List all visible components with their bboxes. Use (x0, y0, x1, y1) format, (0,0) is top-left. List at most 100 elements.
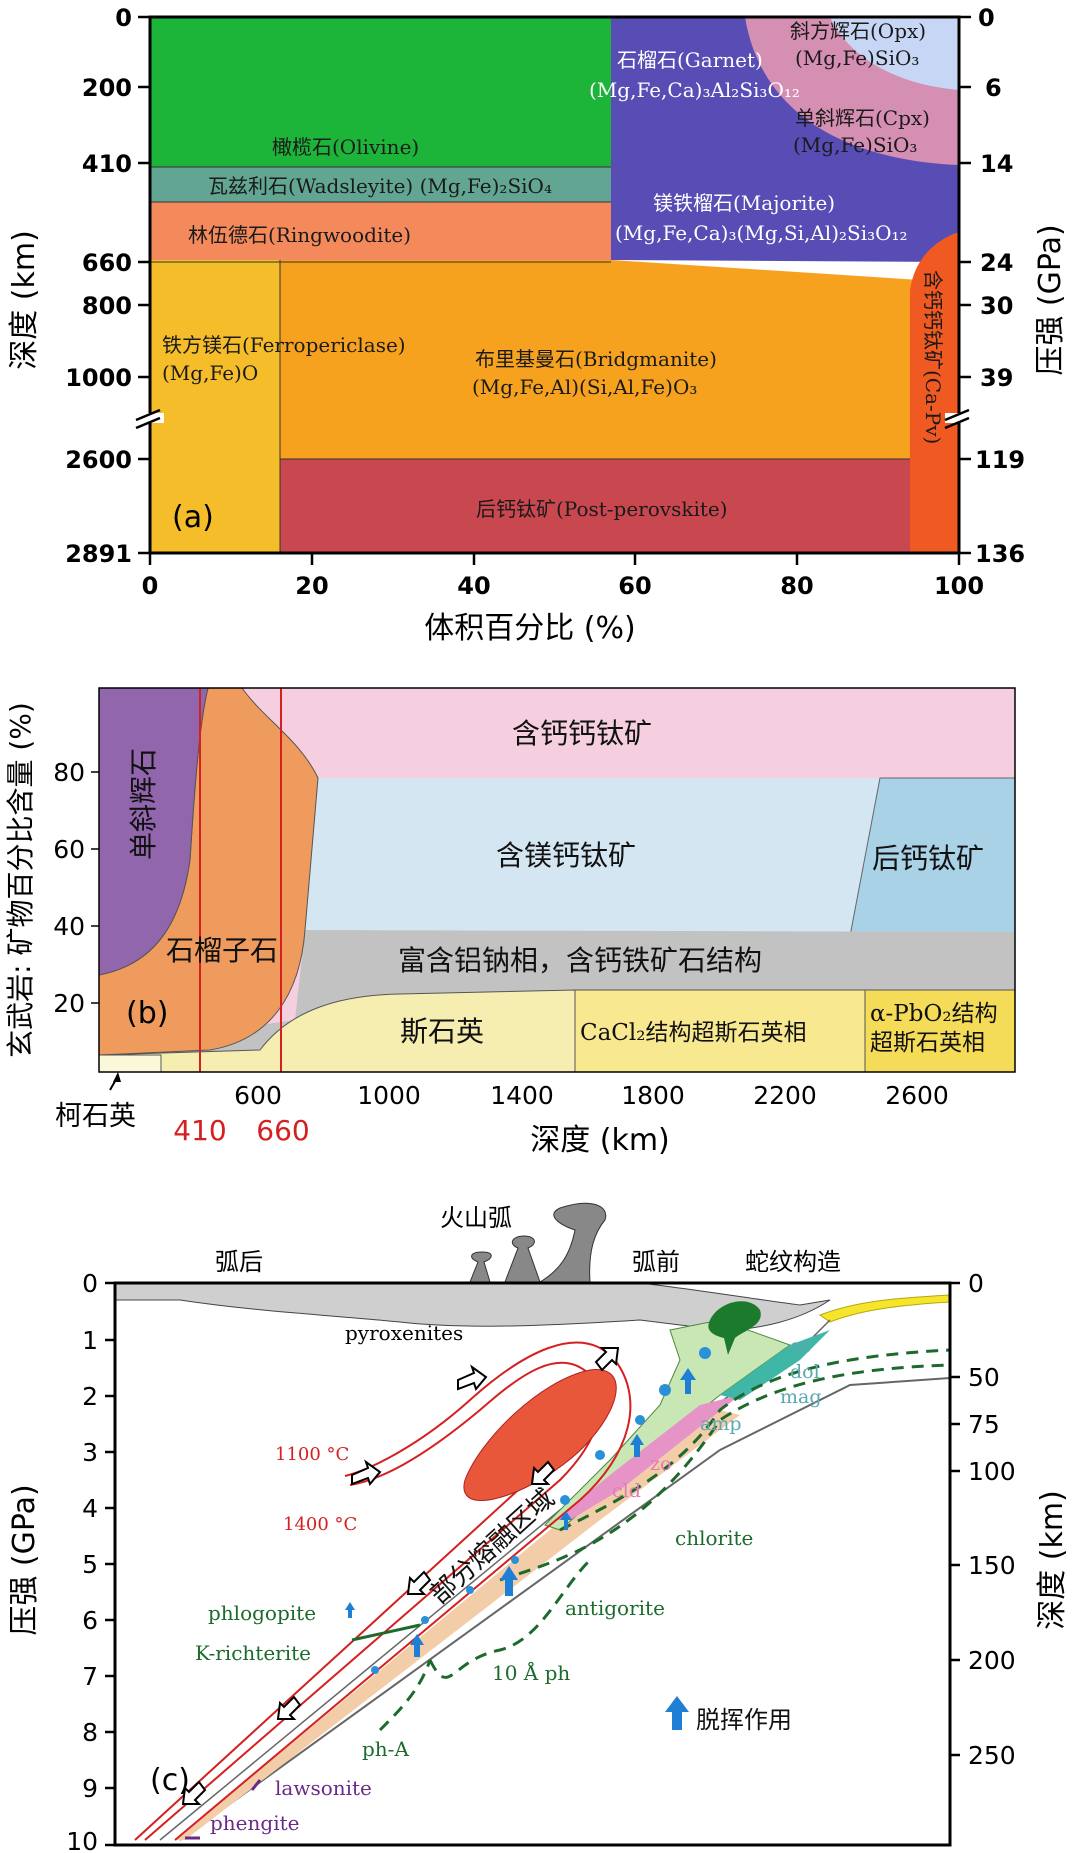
pressure-tick: 4 (82, 1494, 98, 1523)
depth-tick: 75 (968, 1410, 1000, 1439)
cc-label: cc (790, 1335, 811, 1357)
panel-a-tag: (a) (172, 500, 214, 535)
mag-label: mag (780, 1386, 822, 1408)
pressure-tick: 5 (82, 1550, 98, 1579)
cpx-label: 单斜辉石(Cpx) (795, 106, 930, 130)
phengite-label: phengite (210, 1811, 299, 1835)
panel-b-frame (98, 687, 1016, 1073)
depth-tick: 0 (115, 4, 132, 32)
stishovite-region (98, 989, 576, 1073)
panel-b-y-label: 玄武岩: 矿物百分比含量 (%) (4, 702, 37, 1058)
pyroxenites-label: pyroxenites (345, 1321, 463, 1345)
panel-c: pyroxenites 1100 °C 1400 °C 部分熔融区域 phlog… (7, 1202, 1070, 1853)
cpx-label: 单斜辉石 (127, 748, 160, 860)
green-plume (708, 1301, 761, 1355)
volcanic-arc-label: 火山弧 (440, 1204, 512, 1232)
ca-pv-region (910, 232, 959, 553)
x-tick: 80 (780, 572, 813, 600)
ca-pv-label: 含钙钙钛矿(Ca-Pv) (921, 270, 945, 444)
depth-tick: 50 (968, 1363, 1000, 1392)
x-tick: 2200 (753, 1081, 817, 1110)
t1400-label: 1400 °C (283, 1514, 357, 1535)
pink-zone (555, 1395, 740, 1520)
depth-tick: 200 (968, 1646, 1016, 1675)
slab-crust (175, 1410, 740, 1840)
ferropericlase-region (150, 260, 280, 553)
pressure-tick: 10 (66, 1827, 98, 1853)
ca-pv-label: 含钙钙钛矿 (512, 717, 652, 750)
marker-410-label: 410 (173, 1114, 226, 1147)
x-tick: 0 (142, 572, 159, 600)
panel-a-x-label: 体积百分比 (%) (424, 611, 635, 646)
depth-tick: 250 (968, 1741, 1016, 1770)
pressure-tick: 2 (82, 1382, 98, 1411)
lawsonite-label: lawsonite (275, 1776, 372, 1800)
wadsleyite-label: 瓦兹利石(Wadsleyite) (Mg,Fe)₂SiO₄ (208, 174, 552, 198)
depth-tick: 800 (82, 292, 132, 320)
flow-arrow-icon (276, 1695, 302, 1720)
volcano-mid (504, 1235, 541, 1283)
antigorite-label: antigorite (565, 1596, 665, 1620)
al-phase-label: 富含铝钠相，含钙铁矿石结构 (398, 944, 762, 977)
post-perovskite-region (280, 459, 910, 553)
pressure-tick: 7 (82, 1662, 98, 1691)
flow-arrow-icon (406, 1570, 432, 1595)
depth-tick: 2891 (65, 540, 132, 568)
pressure-tick: 9 (82, 1774, 98, 1803)
pressure-tick: 3 (82, 1438, 98, 1467)
flow-arrow-icon (457, 1364, 488, 1392)
garnet-label: 石榴石(Garnet) (617, 48, 763, 72)
forearc-label: 弧前 (632, 1248, 680, 1276)
pressure-tick: 39 (980, 364, 1013, 392)
ph10-line (428, 1558, 592, 1679)
coesite-label: 柯石英 (55, 1101, 136, 1132)
depth-tick: 150 (968, 1551, 1016, 1580)
x-tick: 2600 (885, 1081, 949, 1110)
ferropericlase-label: 铁方镁石(Ferropericlase) (162, 333, 406, 357)
panel-b-tag: (b) (126, 996, 168, 1031)
t1100-label: 1100 °C (275, 1444, 349, 1465)
coesite-region (98, 1054, 162, 1073)
isotherm-1400 (174, 1341, 632, 1841)
teal-zone (720, 1330, 830, 1400)
bridgmanite-region (280, 260, 920, 459)
sediment (818, 1294, 951, 1323)
ferropericlase-formula: (Mg,Fe)O (162, 361, 258, 385)
x-tick: 20 (295, 572, 328, 600)
post-pv-label: 后钙钛矿 (872, 842, 984, 875)
pressure-tick: 6 (82, 1606, 98, 1635)
depth-tick: 200 (82, 74, 132, 102)
slab-lower (179, 1377, 951, 1841)
majorite-formula: (Mg,Fe,Ca)₃(Mg,Si,Al)₂Si₃O₁₂ (615, 221, 908, 245)
dehydration-legend-icon (665, 1696, 689, 1730)
panel-c-y-right-label: 深度 (km) (1035, 1490, 1070, 1630)
phlogopite-line (351, 1623, 421, 1642)
panel-a-y-left-label: 深度 (km) (7, 230, 42, 370)
backarc-label: 弧后 (215, 1248, 263, 1276)
pressure-tick: 0 (978, 4, 995, 32)
k-richterite-label: K-richterite (195, 1641, 311, 1665)
cpx-formula: (Mg,Fe)SiO₃ (793, 133, 917, 157)
volcano-small (469, 1251, 492, 1283)
depth-tick: 2600 (65, 446, 132, 474)
phlogopite-label: phlogopite (208, 1601, 316, 1625)
depth-tick: 660 (82, 249, 132, 277)
bridgmanite-label: 布里基曼石(Bridgmanite) (475, 347, 717, 371)
pressure-tick: 6 (985, 74, 1002, 102)
depth-tick: 100 (968, 1457, 1016, 1486)
mg-pv-region (295, 778, 1015, 935)
pressure-tick: 136 (975, 540, 1025, 568)
bridgmanite-formula: (Mg,Fe,Al)(Si,Al,Fe)O₃ (472, 375, 697, 399)
garnet-label: 石榴子石 (166, 934, 278, 967)
dehydration-label: 脱挥作用 (696, 1706, 792, 1734)
flow-arrow-icon (351, 1459, 382, 1487)
pbo2-region (864, 989, 1016, 1073)
y-tick: 80 (53, 758, 85, 787)
pressure-tick: 24 (980, 249, 1013, 277)
wadsleyite-region (150, 167, 611, 202)
ringwoodite-label: 林伍德石(Ringwoodite) (188, 223, 411, 247)
serpentine-label: 蛇纹构造 (745, 1248, 841, 1276)
ph10a-label: 10 Å ph (492, 1660, 570, 1685)
y-tick: 20 (53, 989, 85, 1018)
stishovite-label: 斯石英 (400, 1015, 484, 1048)
